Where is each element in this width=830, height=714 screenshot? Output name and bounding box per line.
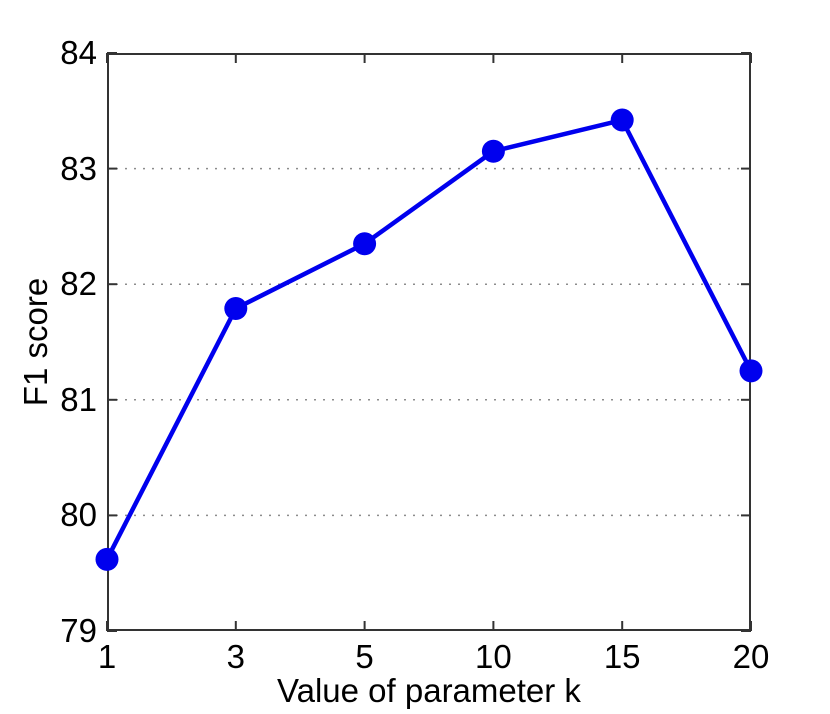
data-point-marker [224,296,248,320]
x-tick-label: 3 [226,638,245,675]
x-axis-title: Value of parameter k [277,672,581,709]
line-chart [95,52,763,632]
x-tick-label: 20 [732,638,770,675]
y-tick-label: 80 [60,496,97,534]
data-line [104,117,754,562]
y-tick-label: 82 [60,265,97,303]
plot-area [95,52,763,632]
data-point-marker [739,359,763,383]
data-point-marker [353,232,377,256]
data-point-marker [95,547,119,571]
x-tick-label: 15 [603,638,641,675]
x-tick-label: 1 [97,638,117,675]
y-tick-label: 79 [60,612,97,649]
y-tick-label: 83 [60,149,97,187]
data-point-marker [481,139,505,163]
x-tick-label: 5 [355,638,374,675]
data-point-marker [610,108,634,132]
y-tick-label: 81 [60,380,97,418]
x-tick-label: 10 [475,638,512,675]
y-axis-label-wrap: F1 score [16,53,56,631]
y-tick-label: 84 [60,34,97,71]
axes-box [107,53,751,631]
